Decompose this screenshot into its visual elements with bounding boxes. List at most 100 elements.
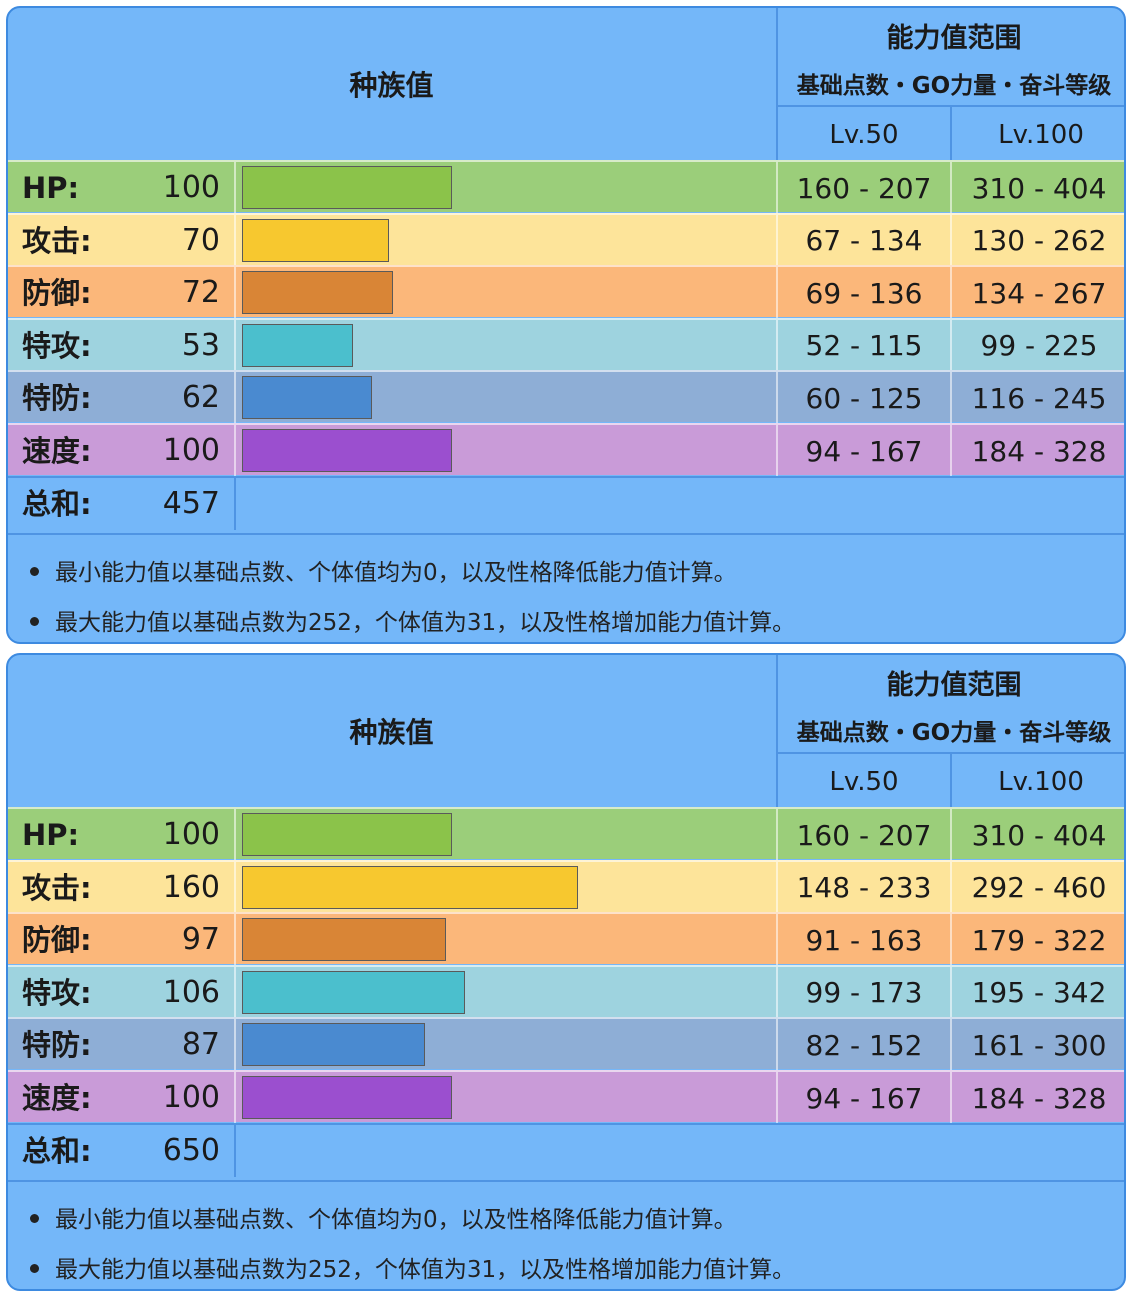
stat-bar-track (238, 162, 775, 214)
stat-label-cell: 攻击: 160 (8, 861, 236, 914)
stat-bar-track (238, 215, 775, 267)
lv100-range: 99 - 225 (980, 329, 1098, 363)
stat-row-sp-attack: 特攻: 53 52 - 115 99 - 225 (8, 317, 1124, 372)
stat-value: 100 (162, 1080, 220, 1115)
stat-value: 100 (162, 817, 220, 852)
lv50-range: 94 - 167 (776, 425, 952, 477)
stat-row-speed: 速度: 100 94 - 167 184 - 328 (8, 1070, 1124, 1124)
stat-row-total: 总和: 457 (8, 475, 1124, 530)
base-stats-header: 种族值 (349, 716, 434, 749)
lv100-range: 161 - 300 (971, 1028, 1107, 1062)
stat-bar (242, 865, 578, 909)
lv100-range: 116 - 245 (971, 381, 1107, 415)
range-title: 能力值范围 (886, 670, 1022, 701)
lv100-range: 184 - 328 (971, 434, 1107, 468)
lv50-range: 91 - 163 (776, 914, 952, 967)
stat-bar-track (238, 372, 775, 424)
stat-bar (242, 271, 393, 315)
total-label-cell: 总和: 650 (8, 1124, 236, 1177)
lv50-range: 94 - 167 (776, 1072, 952, 1124)
stat-bar (242, 218, 389, 262)
note-item: 最大能力值以基础点数为252，个体值为31，以及性格增加能力值计算。 (30, 1250, 795, 1284)
note-text: 最小能力值以基础点数、个体值均为0，以及性格降低能力值计算。 (55, 560, 737, 586)
stat-bar (242, 813, 452, 856)
stat-row-sp-defense: 特防: 62 60 - 125 116 - 245 (8, 370, 1124, 425)
stat-bar (242, 429, 452, 472)
range-subtitle: 基础点数・GO力量・奋斗等级 (796, 73, 1112, 99)
lv50-range: 148 - 233 (776, 861, 952, 914)
bullet-icon (30, 1214, 39, 1223)
stat-row-defense: 防御: 97 91 - 163 179 - 322 (8, 912, 1124, 967)
lv100-header: Lv.100 (998, 766, 1084, 797)
lv100-range: 134 - 267 (971, 276, 1107, 310)
stat-label-cell: 特攻: 106 (8, 966, 236, 1019)
lv50-range: 69 - 136 (776, 267, 952, 320)
stat-value: 62 (181, 380, 220, 416)
stat-bar-track (238, 1019, 775, 1071)
lv50-range: 67 - 134 (776, 214, 952, 267)
note-item: 最大能力值以基础点数为252，个体值为31，以及性格增加能力值计算。 (30, 603, 795, 637)
total-name: 总和: (22, 486, 92, 521)
range-title: 能力值范围 (886, 23, 1022, 54)
stat-name: 防御: (22, 276, 92, 311)
range-subtitle: 基础点数・GO力量・奋斗等级 (796, 720, 1112, 746)
stat-row-hp: HP: 100 160 - 207 310 - 404 (8, 160, 1124, 214)
note-text: 最大能力值以基础点数为252，个体值为31，以及性格增加能力值计算。 (55, 610, 796, 636)
note-text: 最大能力值以基础点数为252，个体值为31，以及性格增加能力值计算。 (55, 1257, 796, 1283)
stat-value: 72 (181, 275, 220, 311)
stat-row-sp-defense: 特防: 87 82 - 152 161 - 300 (8, 1017, 1124, 1072)
lv50-range: 160 - 207 (776, 809, 952, 861)
stat-row-attack: 攻击: 160 148 - 233 292 - 460 (8, 859, 1124, 914)
total-value: 457 (162, 485, 220, 521)
base-stats-header: 种族值 (349, 69, 434, 102)
total-name: 总和: (22, 1133, 92, 1168)
lv50-range: 60 - 125 (776, 372, 952, 425)
total-value: 650 (162, 1132, 220, 1168)
stat-row-total: 总和: 650 (8, 1122, 1124, 1177)
stat-label-cell: HP: 100 (8, 162, 236, 214)
bullet-icon (30, 1264, 39, 1273)
stats-panel-2: 种族值 能力值范围 基础点数・GO力量・奋斗等级 Lv.50 Lv.100 HP: 100 1… (6, 653, 1126, 1291)
notes: 最小能力值以基础点数、个体值均为0，以及性格降低能力值计算。最大能力值以基础点数… (8, 533, 1124, 642)
stat-label-cell: 速度: 100 (8, 425, 236, 477)
bullet-icon (30, 567, 39, 576)
stat-bar-track (238, 967, 775, 1019)
lv100-range: 195 - 342 (971, 976, 1107, 1010)
stat-row-attack: 攻击: 70 67 - 134 130 - 262 (8, 212, 1124, 267)
stat-name: 特防: (22, 381, 92, 416)
lv50-header: Lv.50 (778, 107, 952, 162)
stat-bar-track (238, 809, 775, 861)
stat-bar (242, 166, 452, 209)
note-text: 最小能力值以基础点数、个体值均为0，以及性格降低能力值计算。 (55, 1207, 737, 1233)
stat-bar-track (238, 425, 775, 477)
stat-row-defense: 防御: 72 69 - 136 134 - 267 (8, 265, 1124, 320)
notes: 最小能力值以基础点数、个体值均为0，以及性格降低能力值计算。最大能力值以基础点数… (8, 1180, 1124, 1289)
lv50-range: 52 - 115 (776, 319, 952, 372)
stat-value: 106 (162, 974, 220, 1010)
stat-bar-track (238, 862, 775, 914)
stat-bar-track (238, 1072, 775, 1124)
stat-label-cell: 特防: 87 (8, 1019, 236, 1072)
stat-row-speed: 速度: 100 94 - 167 184 - 328 (8, 423, 1124, 477)
stat-label-cell: HP: 100 (8, 809, 236, 861)
total-label-cell: 总和: 457 (8, 477, 236, 530)
stat-bar (242, 918, 446, 962)
stat-range-header: 能力值范围基础点数・GO力量・奋斗等级 Lv.50 Lv.100 (776, 655, 1124, 809)
stat-value: 53 (181, 327, 220, 363)
lv50-range: 82 - 152 (776, 1019, 952, 1072)
lv50-header: Lv.50 (778, 754, 952, 809)
stat-bar-track (238, 914, 775, 966)
stat-value: 97 (181, 922, 220, 958)
stat-name: 速度: (22, 434, 92, 468)
stat-bar-track (238, 267, 775, 319)
stat-label-cell: 特防: 62 (8, 372, 236, 425)
stat-bar (242, 1076, 452, 1119)
lv50-range: 99 - 173 (776, 966, 952, 1019)
lv100-range: 310 - 404 (971, 818, 1107, 852)
level-header-row: Lv.50 Lv.100 (778, 105, 1124, 162)
stat-label-cell: 特攻: 53 (8, 319, 236, 372)
stat-name: 攻击: (22, 223, 92, 258)
lv100-range: 179 - 322 (971, 923, 1107, 957)
stat-bar (242, 376, 372, 420)
stat-row-sp-attack: 特攻: 106 99 - 173 195 - 342 (8, 964, 1124, 1019)
